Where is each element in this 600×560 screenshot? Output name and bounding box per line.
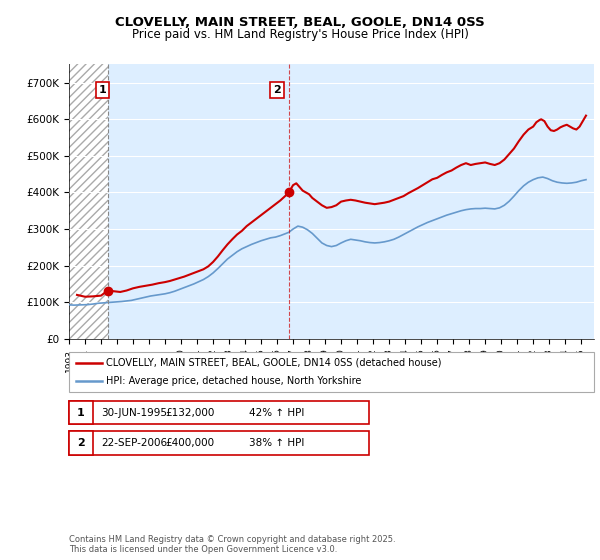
- Text: 38% ↑ HPI: 38% ↑ HPI: [249, 438, 304, 448]
- Text: Price paid vs. HM Land Registry's House Price Index (HPI): Price paid vs. HM Land Registry's House …: [131, 28, 469, 41]
- Text: £132,000: £132,000: [165, 408, 214, 418]
- Text: 1: 1: [77, 408, 85, 418]
- Text: CLOVELLY, MAIN STREET, BEAL, GOOLE, DN14 0SS (detached house): CLOVELLY, MAIN STREET, BEAL, GOOLE, DN14…: [106, 358, 442, 368]
- Bar: [69, 64, 108, 339]
- Text: 30-JUN-1995: 30-JUN-1995: [101, 408, 167, 418]
- Text: 2: 2: [273, 85, 281, 95]
- Text: 1: 1: [99, 85, 106, 95]
- Text: HPI: Average price, detached house, North Yorkshire: HPI: Average price, detached house, Nort…: [106, 376, 362, 386]
- Text: Contains HM Land Registry data © Crown copyright and database right 2025.
This d: Contains HM Land Registry data © Crown c…: [69, 535, 395, 554]
- Text: 2: 2: [77, 438, 85, 448]
- Text: £400,000: £400,000: [165, 438, 214, 448]
- Text: CLOVELLY, MAIN STREET, BEAL, GOOLE, DN14 0SS: CLOVELLY, MAIN STREET, BEAL, GOOLE, DN14…: [115, 16, 485, 29]
- Text: 42% ↑ HPI: 42% ↑ HPI: [249, 408, 304, 418]
- Text: 22-SEP-2006: 22-SEP-2006: [101, 438, 167, 448]
